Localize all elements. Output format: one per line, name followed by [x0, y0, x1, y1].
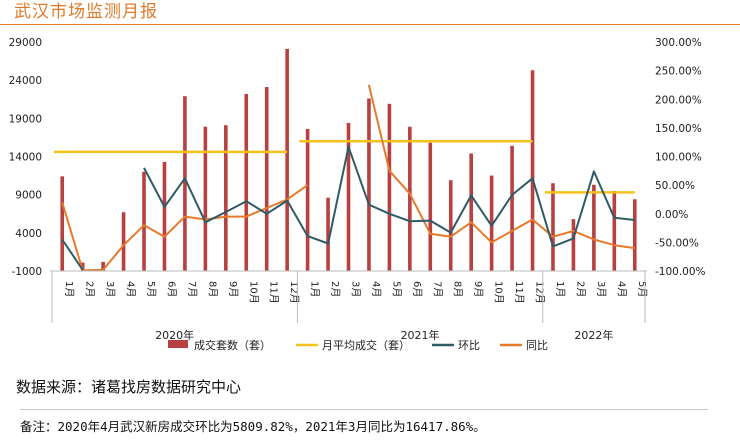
right-axis-tick: 50.00%: [655, 180, 695, 192]
month-label: 1月: [63, 281, 75, 297]
bar: [592, 184, 596, 271]
mom-line: [143, 145, 635, 248]
right-axis-tick: 100.00%: [655, 152, 702, 164]
bar: [632, 199, 637, 271]
bar: [285, 48, 289, 272]
left-axis-tick: 19000: [9, 113, 42, 125]
month-label: 4月: [125, 281, 137, 297]
bar: [183, 96, 187, 272]
right-axis-tick: 200.00%: [655, 94, 702, 106]
month-label: 1月: [309, 281, 321, 297]
year-label: 2021年: [401, 328, 440, 342]
bar: [612, 190, 617, 271]
bar: [305, 129, 310, 271]
right-axis-tick: 0.00%: [655, 209, 688, 221]
yoy-line: [61, 184, 309, 272]
bar: [101, 261, 105, 271]
bar: [346, 122, 351, 271]
month-label: 10月: [493, 281, 505, 304]
bar: [244, 93, 249, 271]
month-label: 2月: [84, 281, 96, 297]
bar: [203, 126, 208, 271]
month-label: 11月: [513, 281, 525, 304]
legend-swatch-bar: [168, 340, 188, 348]
bar: [448, 180, 453, 271]
left-axis-tick: -1000: [11, 266, 42, 278]
bar: [469, 153, 473, 271]
month-label: 5月: [636, 281, 648, 297]
month-label: 5月: [145, 281, 157, 297]
month-label: 8月: [452, 281, 464, 297]
bar: [530, 70, 535, 271]
month-label: 3月: [104, 281, 116, 297]
left-axis-tick: 29000: [9, 37, 42, 49]
bar: [162, 161, 167, 271]
left-axis-tick: 14000: [9, 152, 42, 164]
bar: [121, 212, 126, 271]
bar: [489, 175, 494, 271]
left-axis-tick: 24000: [9, 75, 42, 87]
bar: [510, 145, 514, 271]
report-header: 武汉市场监测月报: [0, 0, 740, 25]
bar: [264, 87, 269, 271]
bar: [551, 183, 555, 271]
footnote: 备注：2020年4月武汉新房成交环比为5809.82%，2021年3月同比为16…: [20, 409, 708, 438]
month-label: 9月: [227, 281, 239, 297]
right-axis-tick: 250.00%: [655, 66, 702, 78]
right-axis-tick: 150.00%: [655, 123, 702, 135]
bar: [428, 142, 433, 271]
right-axis-tick: -100.00%: [655, 266, 706, 278]
month-label: 9月: [472, 281, 484, 297]
month-label: 4月: [370, 281, 382, 297]
report-title: 武汉市场监测月报: [14, 2, 158, 22]
legend-label: 成交套数（套）: [194, 338, 271, 352]
right-axis-tick: -50.00%: [655, 237, 699, 249]
month-label: 7月: [186, 281, 198, 297]
month-label: 10月: [247, 281, 259, 304]
bar: [60, 176, 65, 271]
data-source: 数据来源：诸葛找房数据研究中心: [16, 378, 242, 396]
mom-line: [61, 238, 84, 271]
year-label: 2022年: [574, 328, 613, 342]
month-label: 6月: [165, 281, 177, 297]
month-label: 12月: [288, 281, 300, 304]
left-axis-tick: 4000: [15, 228, 42, 240]
legend-label: 月平均成交（套）: [322, 338, 410, 352]
year-label: 2020年: [155, 328, 194, 342]
month-label: 2月: [329, 281, 341, 297]
month-label: 3月: [595, 281, 607, 297]
combo-chart: -1000 4000 9000 14000 19000 24000 29000 -100.00…: [9, 37, 706, 352]
bar: [80, 262, 85, 271]
month-label: 6月: [411, 281, 423, 297]
left-axis-tick: 9000: [15, 190, 42, 202]
bar: [142, 171, 146, 271]
yoy-line: [367, 84, 635, 250]
month-label: 11月: [268, 281, 280, 304]
month-label: 8月: [206, 281, 218, 297]
month-label: 4月: [615, 281, 627, 297]
bar: [408, 126, 412, 271]
bar: [387, 103, 392, 271]
month-label: 2月: [574, 281, 586, 297]
legend-label: 同比: [526, 339, 548, 352]
month-label: 12月: [534, 281, 546, 304]
bar: [326, 197, 330, 271]
right-axis-tick: 300.00%: [655, 37, 702, 49]
bar: [571, 219, 576, 271]
month-label: 3月: [350, 281, 362, 297]
month-label: 1月: [554, 281, 566, 297]
legend-label: 环比: [458, 339, 480, 352]
bar: [367, 98, 371, 271]
month-label: 7月: [431, 281, 443, 297]
month-label: 5月: [390, 281, 402, 297]
bar: [224, 125, 228, 271]
